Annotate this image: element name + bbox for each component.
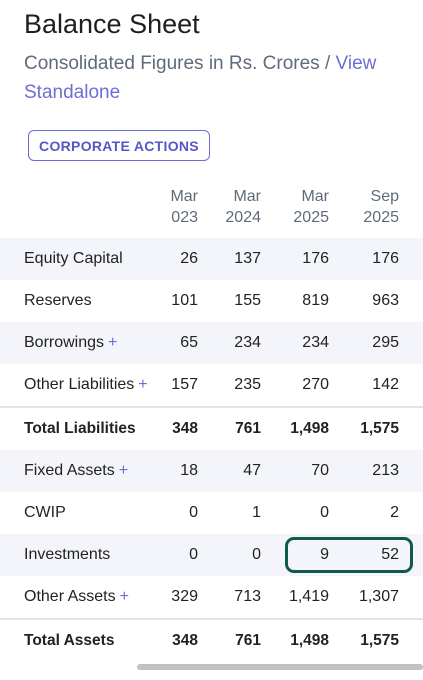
table-cell: 295 <box>372 334 399 351</box>
table-row-reserves: Reserves 101 155 819 963 <box>0 280 423 322</box>
table-cell: 0 <box>189 504 198 521</box>
table-row-cwip: CWIP 0 1 0 2 <box>0 492 423 534</box>
table-cell: 176 <box>372 250 399 267</box>
table-cell: 0 <box>189 546 198 563</box>
column-header-year: 2025 <box>363 209 399 226</box>
table-row-borrowings[interactable]: Borrowings + 65 234 234 295 <box>0 322 423 364</box>
table-cell: 142 <box>372 376 399 393</box>
table-cell: 1,419 <box>288 588 329 605</box>
table-cell: 234 <box>234 334 261 351</box>
subtitle: Consolidated Figures in Rs. Crores / Vie… <box>24 49 414 107</box>
table-cell: 9 <box>320 546 329 563</box>
table-cell: 348 <box>172 420 198 437</box>
table-cell: 713 <box>234 588 261 605</box>
row-label[interactable]: Other Liabilities + <box>24 376 148 393</box>
table-row-total-liabilities: Total Liabilities 348 761 1,498 1,575 <box>0 408 423 450</box>
expand-plus-icon[interactable]: + <box>138 376 148 393</box>
column-header-month: Mar <box>233 188 261 205</box>
column-header: Mar 2025 <box>269 186 329 228</box>
column-header-year: 2025 <box>293 209 329 226</box>
subtitle-text: Consolidated Figures in Rs. Crores / <box>24 53 331 74</box>
view-standalone-link[interactable]: View Standalone <box>24 53 377 103</box>
table-cell: 270 <box>302 376 329 393</box>
column-header: Sep 2025 <box>339 186 399 228</box>
table-cell: 348 <box>172 632 198 649</box>
column-header-month: Mar <box>170 188 198 205</box>
row-label[interactable]: Other Assets + <box>24 588 129 605</box>
table-cell: 1,575 <box>360 632 399 649</box>
table-cell: 176 <box>302 250 329 267</box>
table-row-other-assets[interactable]: Other Assets + 329 713 1,419 1,307 <box>0 576 423 618</box>
row-divider <box>0 406 423 408</box>
corporate-actions-button[interactable]: CORPORATE ACTIONS <box>28 130 210 161</box>
row-label: Reserves <box>24 292 92 309</box>
table-cell: 137 <box>234 250 261 267</box>
table-cell: 101 <box>171 292 198 309</box>
table-cell: 1,498 <box>290 420 329 437</box>
row-label: Equity Capital <box>24 250 123 267</box>
horizontal-scrollbar[interactable] <box>137 664 423 670</box>
row-label: Investments <box>24 546 111 563</box>
table-cell: 65 <box>180 334 198 351</box>
row-label: Total Liabilities <box>24 420 136 437</box>
table-cell: 761 <box>235 632 261 649</box>
table-row-total-assets: Total Assets 348 761 1,498 1,575 <box>0 620 423 662</box>
table-cell: 47 <box>243 462 261 479</box>
table-cell: 0 <box>252 546 261 563</box>
expand-plus-icon[interactable]: + <box>118 462 129 479</box>
table-cell: 1,575 <box>360 420 399 437</box>
row-label: Total Assets <box>24 632 115 649</box>
table-row-other-liabilities[interactable]: Other Liabilities + 157 235 270 142 <box>0 364 423 406</box>
table-cell: 1,307 <box>358 588 399 605</box>
column-header: Mar 2024 <box>201 186 261 228</box>
table-cell: 963 <box>372 292 399 309</box>
column-header-month: Sep <box>370 188 399 205</box>
column-header-month: Mar <box>301 188 329 205</box>
table-cell: 70 <box>311 462 329 479</box>
table-cell: 213 <box>372 462 399 479</box>
table-cell: 1 <box>252 504 261 521</box>
row-label: CWIP <box>24 504 66 521</box>
table-row-equity-capital: Equity Capital 26 137 176 176 <box>0 238 423 280</box>
table-cell: 18 <box>180 462 198 479</box>
row-label[interactable]: Borrowings + <box>24 334 118 351</box>
column-header-year: 2024 <box>225 209 261 226</box>
table-row-fixed-assets[interactable]: Fixed Assets + 18 47 70 213 <box>0 450 423 492</box>
expand-plus-icon[interactable]: + <box>108 334 118 351</box>
table-cell: 819 <box>302 292 329 309</box>
table-cell: 157 <box>171 376 198 393</box>
row-label[interactable]: Fixed Assets + <box>24 462 129 479</box>
table-cell: 52 <box>381 546 399 563</box>
table-cell: 0 <box>320 504 329 521</box>
highlight-box <box>285 537 413 573</box>
table-cell: 2 <box>390 504 399 521</box>
table-cell: 155 <box>234 292 261 309</box>
expand-plus-icon[interactable]: + <box>119 588 129 605</box>
table-cell: 329 <box>171 588 198 605</box>
table-cell: 234 <box>302 334 329 351</box>
table-cell: 235 <box>234 376 261 393</box>
table-cell: 1,498 <box>290 632 329 649</box>
page-title: Balance Sheet <box>24 9 200 39</box>
column-header-year: 023 <box>171 209 198 226</box>
column-header: Mar 023 <box>138 186 198 228</box>
row-divider <box>0 618 423 620</box>
table-row-investments: Investments 0 0 9 52 <box>0 534 423 576</box>
table-cell: 26 <box>180 250 198 267</box>
table-cell: 761 <box>235 420 261 437</box>
